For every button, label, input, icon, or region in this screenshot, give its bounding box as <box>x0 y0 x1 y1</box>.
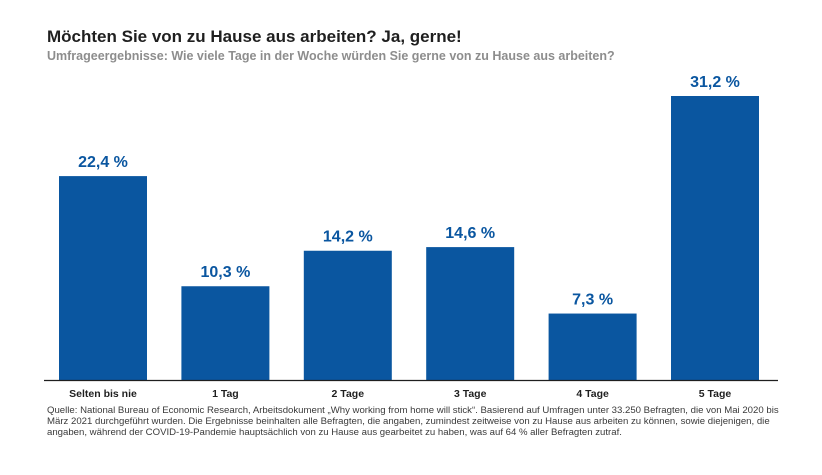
value-label-5: 7,3 % <box>572 292 613 309</box>
bar-chart: 22,4 % Selten bis nie 10,3 % 1 Tag 14,2 % 2 T… <box>44 74 778 400</box>
category-label-4: 3 Tage <box>454 388 487 400</box>
bar-3 <box>303 250 392 380</box>
value-label-1: 22,4 % <box>78 154 128 171</box>
source-note: Quelle: National Bureau of Economic Rese… <box>47 405 779 439</box>
value-label-2: 10,3 % <box>200 264 250 281</box>
value-label-6: 31,2 % <box>690 74 740 91</box>
category-label-5: 4 Tage <box>576 388 609 400</box>
bar-5 <box>548 313 637 380</box>
category-label-2: 1 Tag <box>212 388 239 400</box>
chart-title: Möchten Sie von zu Hause aus arbeiten? J… <box>47 27 462 46</box>
bar-6 <box>671 96 759 380</box>
category-label-3: 2 Tage <box>332 388 365 400</box>
value-label-3: 14,2 % <box>323 229 373 246</box>
category-label-1: Selten bis nie <box>69 388 137 400</box>
category-label-6: 5 Tage <box>699 388 732 400</box>
chart-subtitle: Umfrageergebnisse: Wie viele Tage in der… <box>47 49 615 63</box>
bar-2 <box>181 286 270 380</box>
bar-1 <box>59 176 147 380</box>
bar-4 <box>426 247 515 380</box>
value-label-4: 14,6 % <box>445 225 495 242</box>
